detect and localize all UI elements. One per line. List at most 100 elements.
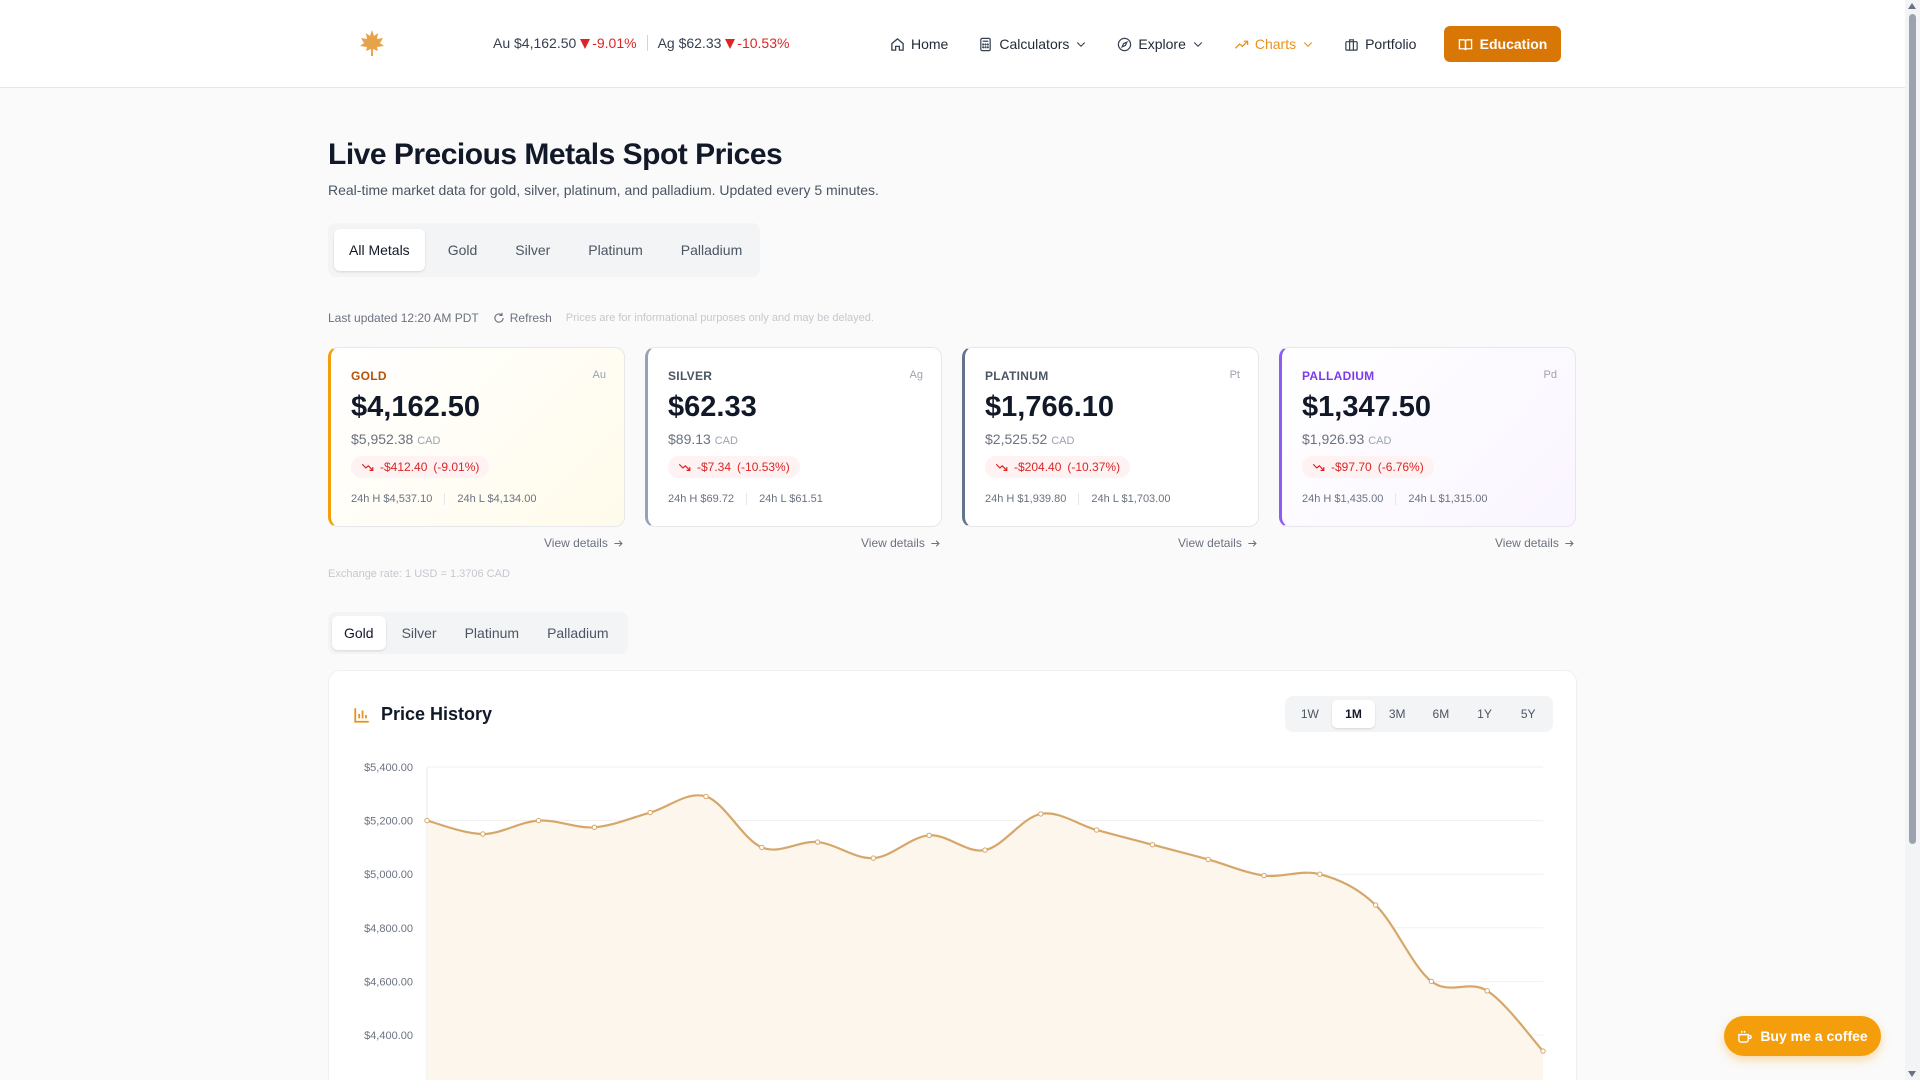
data-point[interactable] bbox=[870, 855, 877, 861]
nav-explore[interactable]: Explore bbox=[1117, 36, 1203, 52]
range-5y[interactable]: 5Y bbox=[1520, 707, 1536, 721]
arrow-right-icon bbox=[1565, 539, 1574, 547]
refresh-icon bbox=[494, 312, 504, 323]
data-point[interactable] bbox=[1484, 988, 1490, 994]
metal-filter-tabs: All Metals Gold Silver Platinum Palladiu… bbox=[328, 223, 760, 277]
card-cad-price: $89.13 CAD bbox=[668, 431, 738, 447]
trending-down-icon bbox=[995, 463, 1008, 471]
data-point[interactable] bbox=[1317, 871, 1323, 877]
nav-calculators[interactable]: Calculators bbox=[978, 36, 1087, 52]
buy-me-a-coffee-button[interactable]: Buy me a coffee bbox=[1724, 1016, 1881, 1056]
refresh-button[interactable]: Refresh bbox=[493, 311, 552, 325]
education-button[interactable]: Education bbox=[1444, 26, 1561, 62]
tab-gold[interactable]: Gold bbox=[447, 242, 478, 258]
data-point[interactable] bbox=[1540, 1048, 1546, 1054]
chart-tab-palladium[interactable]: Palladium bbox=[547, 625, 609, 641]
card-cad-price: $2,525.52 CAD bbox=[985, 431, 1075, 447]
card-symbol: Pd bbox=[1543, 369, 1557, 381]
arrow-right-icon bbox=[614, 539, 623, 547]
data-point[interactable] bbox=[1372, 902, 1379, 908]
card-24h-range: 24h H $1,939.80 24h L $1,703.00 bbox=[985, 493, 1171, 505]
card-price: $4,162.50 bbox=[351, 391, 481, 423]
scroll-down-arrow-icon[interactable] bbox=[1908, 1071, 1916, 1077]
bar-chart-icon bbox=[354, 707, 369, 723]
gold-view-details-link[interactable]: View details bbox=[544, 536, 624, 550]
data-point[interactable] bbox=[424, 817, 430, 824]
data-point[interactable] bbox=[982, 847, 988, 853]
book-icon bbox=[1458, 38, 1472, 50]
nav-home[interactable]: Home bbox=[890, 36, 948, 52]
range-6m[interactable]: 6M bbox=[1432, 707, 1450, 721]
gold-price-card[interactable]: GOLD Au $4,162.50 $5,952.38 CAD -$412.40… bbox=[328, 347, 625, 527]
card-24h-range: 24h H $4,537.10 24h L $4,134.00 bbox=[351, 493, 537, 505]
y-tick-label: $5,200.00 bbox=[364, 816, 413, 828]
data-point[interactable] bbox=[1149, 842, 1156, 848]
nav-portfolio[interactable]: Portfolio bbox=[1344, 36, 1416, 52]
data-point[interactable] bbox=[1261, 872, 1267, 879]
data-point[interactable] bbox=[1038, 811, 1044, 817]
chevron-down-icon bbox=[1077, 42, 1086, 48]
coffee-cup-icon bbox=[1738, 1030, 1753, 1043]
last-updated-text: Last updated 12:20 AM PDT bbox=[328, 311, 479, 325]
range-3m[interactable]: 3M bbox=[1388, 707, 1406, 721]
ticker-gold-change: -9.01% bbox=[580, 35, 637, 51]
chart-tab-platinum[interactable]: Platinum bbox=[464, 625, 520, 641]
tab-platinum[interactable]: Platinum bbox=[588, 242, 643, 258]
chart-tab-silver[interactable]: Silver bbox=[401, 625, 437, 641]
page-title: Live Precious Metals Spot Prices bbox=[328, 138, 783, 171]
data-point[interactable] bbox=[1093, 827, 1100, 833]
data-point[interactable] bbox=[926, 832, 932, 839]
page-subtitle: Real-time market data for gold, silver, … bbox=[328, 182, 879, 198]
silver-price-card[interactable]: SILVER Ag $62.33 $89.13 CAD -$7.34 (-10.5… bbox=[645, 347, 942, 527]
card-change-badge: -$7.34 (-10.53%) bbox=[668, 456, 800, 478]
card-price: $62.33 bbox=[668, 391, 757, 423]
range-1y[interactable]: 1Y bbox=[1477, 707, 1492, 721]
scroll-up-arrow-icon[interactable] bbox=[1908, 3, 1916, 9]
card-change-badge: -$204.40 (-10.37%) bbox=[985, 456, 1131, 478]
price-history-panel: Price History 1W 1M 3M 6M 1Y 5Y $5,400.0… bbox=[328, 670, 1577, 1080]
y-tick-label: $5,000.00 bbox=[364, 869, 413, 881]
card-24h-range: 24h H $69.72 24h L $61.51 bbox=[668, 493, 823, 505]
tab-silver[interactable]: Silver bbox=[515, 242, 551, 258]
silver-view-details-link[interactable]: View details bbox=[861, 536, 941, 550]
data-point[interactable] bbox=[480, 831, 486, 837]
data-point[interactable] bbox=[1428, 978, 1435, 985]
ticker-silver-change: -10.53% bbox=[725, 35, 789, 51]
card-cad-price: $5,952.38 CAD bbox=[351, 431, 441, 447]
data-point[interactable] bbox=[703, 793, 709, 800]
data-point[interactable] bbox=[759, 844, 765, 851]
tab-palladium[interactable]: Palladium bbox=[680, 242, 743, 258]
card-metal-name: SILVER bbox=[668, 369, 713, 383]
spot-ticker: Au $4,162.50 -9.01% Ag $62.33 -10.53% bbox=[493, 35, 789, 51]
briefcase-icon bbox=[1345, 38, 1358, 51]
palladium-view-details-link[interactable]: View details bbox=[1495, 536, 1575, 550]
status-row: Last updated 12:20 AM PDT Refresh Prices… bbox=[328, 311, 874, 325]
palladium-price-card[interactable]: PALLADIUM Pd $1,347.50 $1,926.93 CAD -$9… bbox=[1279, 347, 1576, 527]
data-point[interactable] bbox=[535, 817, 542, 824]
down-triangle-icon bbox=[725, 39, 736, 49]
data-point[interactable] bbox=[591, 824, 598, 831]
platinum-view-details-link[interactable]: View details bbox=[1178, 536, 1258, 550]
nav-charts[interactable]: Charts bbox=[1234, 36, 1314, 52]
maple-leaf-icon[interactable] bbox=[356, 28, 388, 60]
data-point[interactable] bbox=[1205, 856, 1211, 863]
tab-all-metals[interactable]: All Metals bbox=[334, 229, 425, 271]
time-range-selector: 1W 1M 3M 6M 1Y 5Y bbox=[1285, 696, 1553, 732]
y-tick-label: $4,600.00 bbox=[364, 976, 413, 988]
price-history-chart[interactable]: $5,400.00 $5,200.00 $5,000.00 $4,800.00 $4,6… bbox=[329, 751, 1578, 1080]
card-metal-name: PALLADIUM bbox=[1302, 369, 1375, 383]
data-point[interactable] bbox=[647, 809, 653, 816]
chart-tab-gold[interactable]: Gold bbox=[332, 616, 386, 650]
ticker-silver: Ag $62.33 -10.53% bbox=[657, 35, 790, 51]
home-icon bbox=[891, 37, 904, 51]
platinum-price-card[interactable]: PLATINUM Pt $1,766.10 $2,525.52 CAD -$20… bbox=[962, 347, 1259, 527]
chart-metal-tabs: Gold Silver Platinum Palladium bbox=[328, 612, 628, 654]
card-price: $1,347.50 bbox=[1302, 391, 1432, 423]
data-point[interactable] bbox=[814, 839, 821, 845]
page-scrollbar[interactable] bbox=[1905, 0, 1920, 1080]
trending-down-icon bbox=[1312, 463, 1325, 471]
scroll-thumb[interactable] bbox=[1909, 14, 1916, 844]
range-1w[interactable]: 1W bbox=[1300, 707, 1319, 721]
chevron-down-icon bbox=[1303, 42, 1313, 48]
range-1m[interactable]: 1M bbox=[1331, 700, 1376, 728]
